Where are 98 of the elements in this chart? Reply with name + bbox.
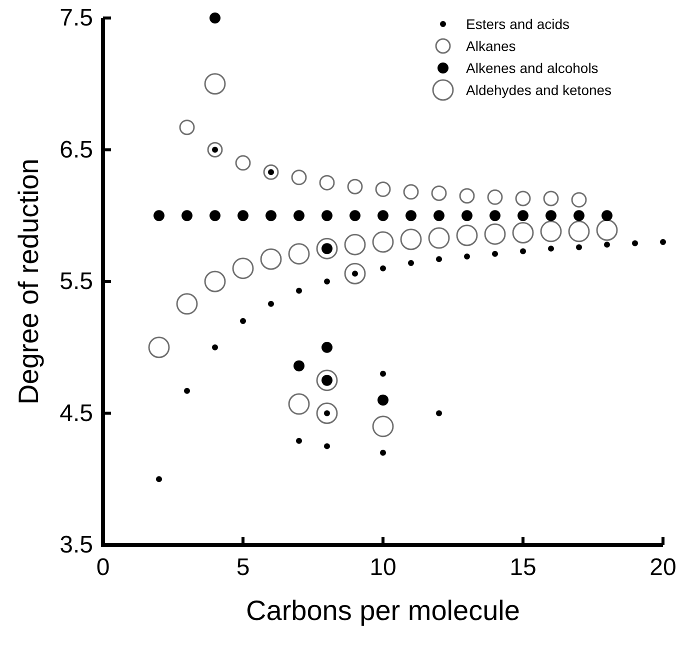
point bbox=[380, 370, 386, 377]
point bbox=[316, 402, 338, 424]
point bbox=[436, 256, 442, 262]
point bbox=[372, 416, 394, 438]
point bbox=[462, 210, 472, 222]
point bbox=[344, 262, 366, 284]
point bbox=[378, 394, 388, 406]
point bbox=[428, 227, 450, 249]
point bbox=[294, 210, 304, 222]
y-tick-label: 7.5 bbox=[60, 4, 93, 32]
point bbox=[344, 234, 366, 256]
point bbox=[347, 178, 363, 194]
point bbox=[403, 184, 419, 200]
point bbox=[456, 224, 478, 246]
point bbox=[375, 182, 391, 198]
x-axis-title: Carbons per molecule bbox=[246, 595, 520, 626]
point bbox=[574, 210, 584, 222]
point bbox=[372, 231, 394, 253]
point bbox=[490, 210, 500, 222]
point bbox=[520, 248, 526, 254]
point bbox=[512, 222, 534, 244]
point bbox=[207, 142, 223, 158]
point bbox=[316, 238, 338, 260]
point bbox=[322, 342, 332, 353]
point bbox=[568, 220, 590, 242]
point bbox=[322, 210, 332, 222]
x-tick-label: 20 bbox=[650, 554, 676, 581]
point bbox=[296, 288, 302, 294]
point bbox=[184, 388, 190, 394]
point bbox=[204, 270, 226, 292]
x-tick-label: 15 bbox=[510, 554, 536, 581]
y-tick-label: 6.5 bbox=[60, 136, 93, 164]
point bbox=[260, 248, 282, 270]
point bbox=[212, 344, 218, 350]
legend-label: Alkanes bbox=[466, 38, 516, 54]
point bbox=[316, 370, 338, 392]
point bbox=[182, 210, 192, 222]
point bbox=[459, 188, 475, 204]
point bbox=[324, 443, 330, 450]
point bbox=[291, 170, 307, 186]
point bbox=[406, 210, 416, 222]
point bbox=[268, 300, 274, 307]
point bbox=[604, 242, 610, 248]
point bbox=[492, 250, 498, 257]
point bbox=[484, 223, 506, 245]
point bbox=[546, 210, 556, 222]
point bbox=[210, 210, 220, 222]
y-axis-title: Degree of reduction bbox=[13, 158, 44, 404]
point bbox=[288, 393, 310, 415]
legend-label: Alkenes and alcohols bbox=[466, 60, 598, 76]
point bbox=[263, 164, 279, 180]
point bbox=[400, 228, 422, 250]
point bbox=[487, 189, 503, 205]
point bbox=[431, 185, 447, 201]
y-tick-label: 5.5 bbox=[60, 268, 93, 295]
point bbox=[436, 410, 442, 416]
point bbox=[350, 210, 360, 222]
point bbox=[266, 210, 276, 222]
x-tick-label: 10 bbox=[370, 554, 396, 581]
point bbox=[294, 360, 304, 372]
point bbox=[434, 210, 444, 222]
point bbox=[632, 240, 638, 246]
point bbox=[179, 120, 195, 136]
point bbox=[288, 243, 310, 265]
point bbox=[232, 258, 254, 280]
point bbox=[319, 174, 335, 190]
point bbox=[378, 210, 388, 222]
x-tick-label: 0 bbox=[96, 554, 110, 581]
legend-label: Aldehydes and ketones bbox=[466, 82, 612, 98]
point bbox=[602, 210, 612, 222]
point bbox=[660, 238, 666, 245]
point bbox=[596, 219, 618, 241]
point bbox=[156, 476, 162, 482]
point bbox=[324, 278, 330, 284]
point bbox=[176, 293, 198, 315]
point bbox=[240, 318, 246, 324]
point bbox=[408, 260, 414, 266]
point bbox=[235, 155, 251, 171]
legend-label: Esters and acids bbox=[466, 16, 570, 32]
point bbox=[148, 336, 170, 358]
point bbox=[548, 246, 554, 252]
point bbox=[518, 210, 528, 222]
point bbox=[210, 12, 220, 24]
point bbox=[540, 220, 562, 242]
point bbox=[204, 73, 226, 95]
point bbox=[571, 192, 587, 208]
y-tick-label: 4.5 bbox=[60, 400, 93, 427]
point bbox=[380, 265, 386, 272]
point bbox=[296, 438, 302, 444]
point bbox=[576, 244, 582, 250]
point bbox=[464, 253, 470, 260]
point bbox=[515, 190, 531, 206]
point bbox=[154, 210, 164, 222]
point bbox=[543, 190, 559, 206]
point bbox=[380, 450, 386, 456]
x-tick-label: 5 bbox=[236, 554, 250, 581]
point bbox=[238, 210, 248, 222]
y-tick-label: 3.5 bbox=[60, 532, 93, 558]
